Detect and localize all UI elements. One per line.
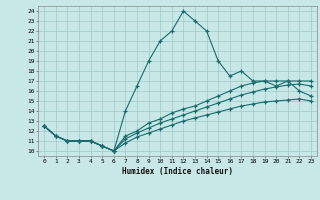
- X-axis label: Humidex (Indice chaleur): Humidex (Indice chaleur): [122, 167, 233, 176]
